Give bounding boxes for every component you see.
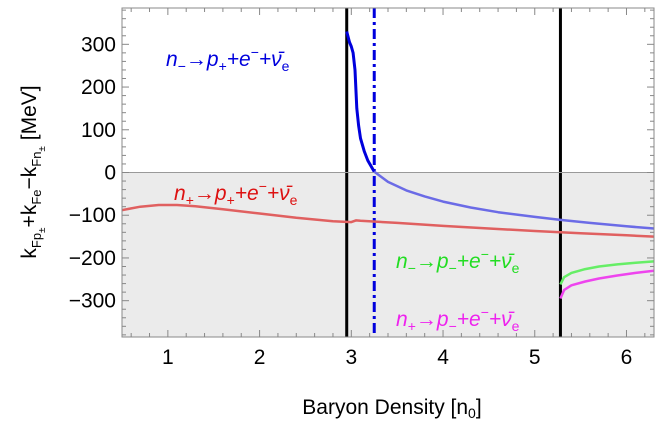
x-tick-label: 4 [437,346,449,369]
y-tick-label: 100 [81,119,116,142]
series-line-5 [559,269,654,299]
y-tick-label: −300 [69,290,116,313]
x-tick-label: 2 [254,346,266,369]
y-tick-label: 0 [104,162,116,185]
svg-text:kFp±+kFe−kFn± [MeV]: kFp±+kFe−kFn± [MeV] [18,85,48,258]
annotation-red: n+→p++e−+ν̄e [174,178,298,208]
series-line-4 [559,260,654,285]
series-line-3 [122,203,654,238]
series-line-2 [373,170,654,230]
series-line-1 [345,31,376,173]
y-tick-label: 200 [81,76,116,99]
x-tick-label: 6 [621,346,633,369]
negative-region-shading [122,172,654,337]
x-axis-label: Baryon Density [n0] [302,396,481,421]
y-tick-label: 300 [81,33,116,56]
y-axis-label: kFp±+kFe−kFn± [MeV] [18,85,48,258]
x-tick-label: 1 [162,346,174,369]
annotation-green: n−→p−+e−+ν̄e [396,246,520,276]
annotation-blue: n−→p++e−+ν̄e [166,44,290,74]
x-tick-label: 3 [345,346,357,369]
annotation-magenta: n+→p−+e−+ν̄e [396,304,520,334]
y-tick-label: −100 [69,204,116,227]
x-tick-label: 5 [529,346,541,369]
y-tick-label: −200 [69,247,116,270]
